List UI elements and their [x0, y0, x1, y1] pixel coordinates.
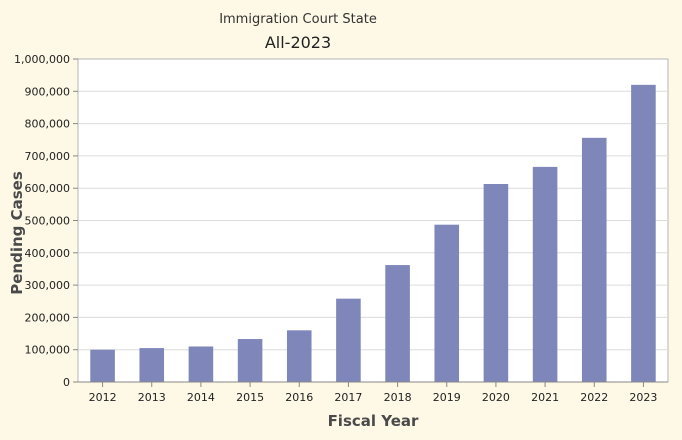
bar-2018 [385, 265, 410, 382]
x-tick-label: 2018 [384, 391, 412, 404]
bar-2016 [286, 330, 312, 382]
y-tick-label: 800,000 [25, 118, 71, 131]
bar-2017 [336, 298, 361, 382]
chart-subtitle: All-2023 [264, 33, 332, 52]
y-tick-label: 100,000 [25, 344, 71, 357]
y-axis-title: Pending Cases [8, 171, 26, 295]
y-tick-label: 500,000 [25, 215, 71, 228]
x-axis-ticks: 2012 2013 2014 2015 2016 2017 2018 2019 2020 2021… [89, 382, 657, 404]
grid-lines [78, 90, 668, 351]
y-tick-label: 300,000 [25, 279, 71, 292]
y-tick-label: 600,000 [25, 182, 71, 195]
x-tick-label: 2012 [89, 391, 117, 404]
bar-2022 [581, 137, 607, 382]
bar-2019 [434, 224, 460, 382]
y-tick-label: 200,000 [25, 311, 71, 324]
bar-2020 [483, 184, 509, 382]
y-axis-ticks: 0 100,000 200,000 300,000 400,000 500,000 600,… [14, 53, 78, 389]
x-tick-label: 2023 [629, 391, 657, 404]
bar-2021 [532, 166, 558, 382]
x-tick-label: 2022 [580, 391, 608, 404]
bar-2015 [237, 339, 263, 382]
x-tick-label: 2014 [187, 391, 215, 404]
y-tick-label: 700,000 [25, 150, 71, 163]
x-tick-label: 2016 [285, 391, 313, 404]
y-tick-label: 1,000,000 [14, 53, 70, 66]
y-tick-label: 900,000 [25, 85, 71, 98]
bar-2013 [139, 348, 165, 382]
x-tick-label: 2019 [433, 391, 461, 404]
bar-2014 [188, 346, 214, 382]
x-axis-title: Fiscal Year [328, 412, 419, 430]
chart-title: Immigration Court State [219, 12, 377, 27]
bar-2023 [631, 84, 656, 382]
x-tick-label: 2015 [236, 391, 264, 404]
bars [90, 84, 656, 382]
x-tick-label: 2021 [531, 391, 559, 404]
x-tick-label: 2013 [138, 391, 166, 404]
x-tick-label: 2017 [334, 391, 362, 404]
bar-2012 [90, 349, 115, 382]
y-tick-label: 0 [63, 376, 70, 389]
y-tick-label: 400,000 [25, 247, 71, 260]
x-tick-label: 2020 [482, 391, 510, 404]
